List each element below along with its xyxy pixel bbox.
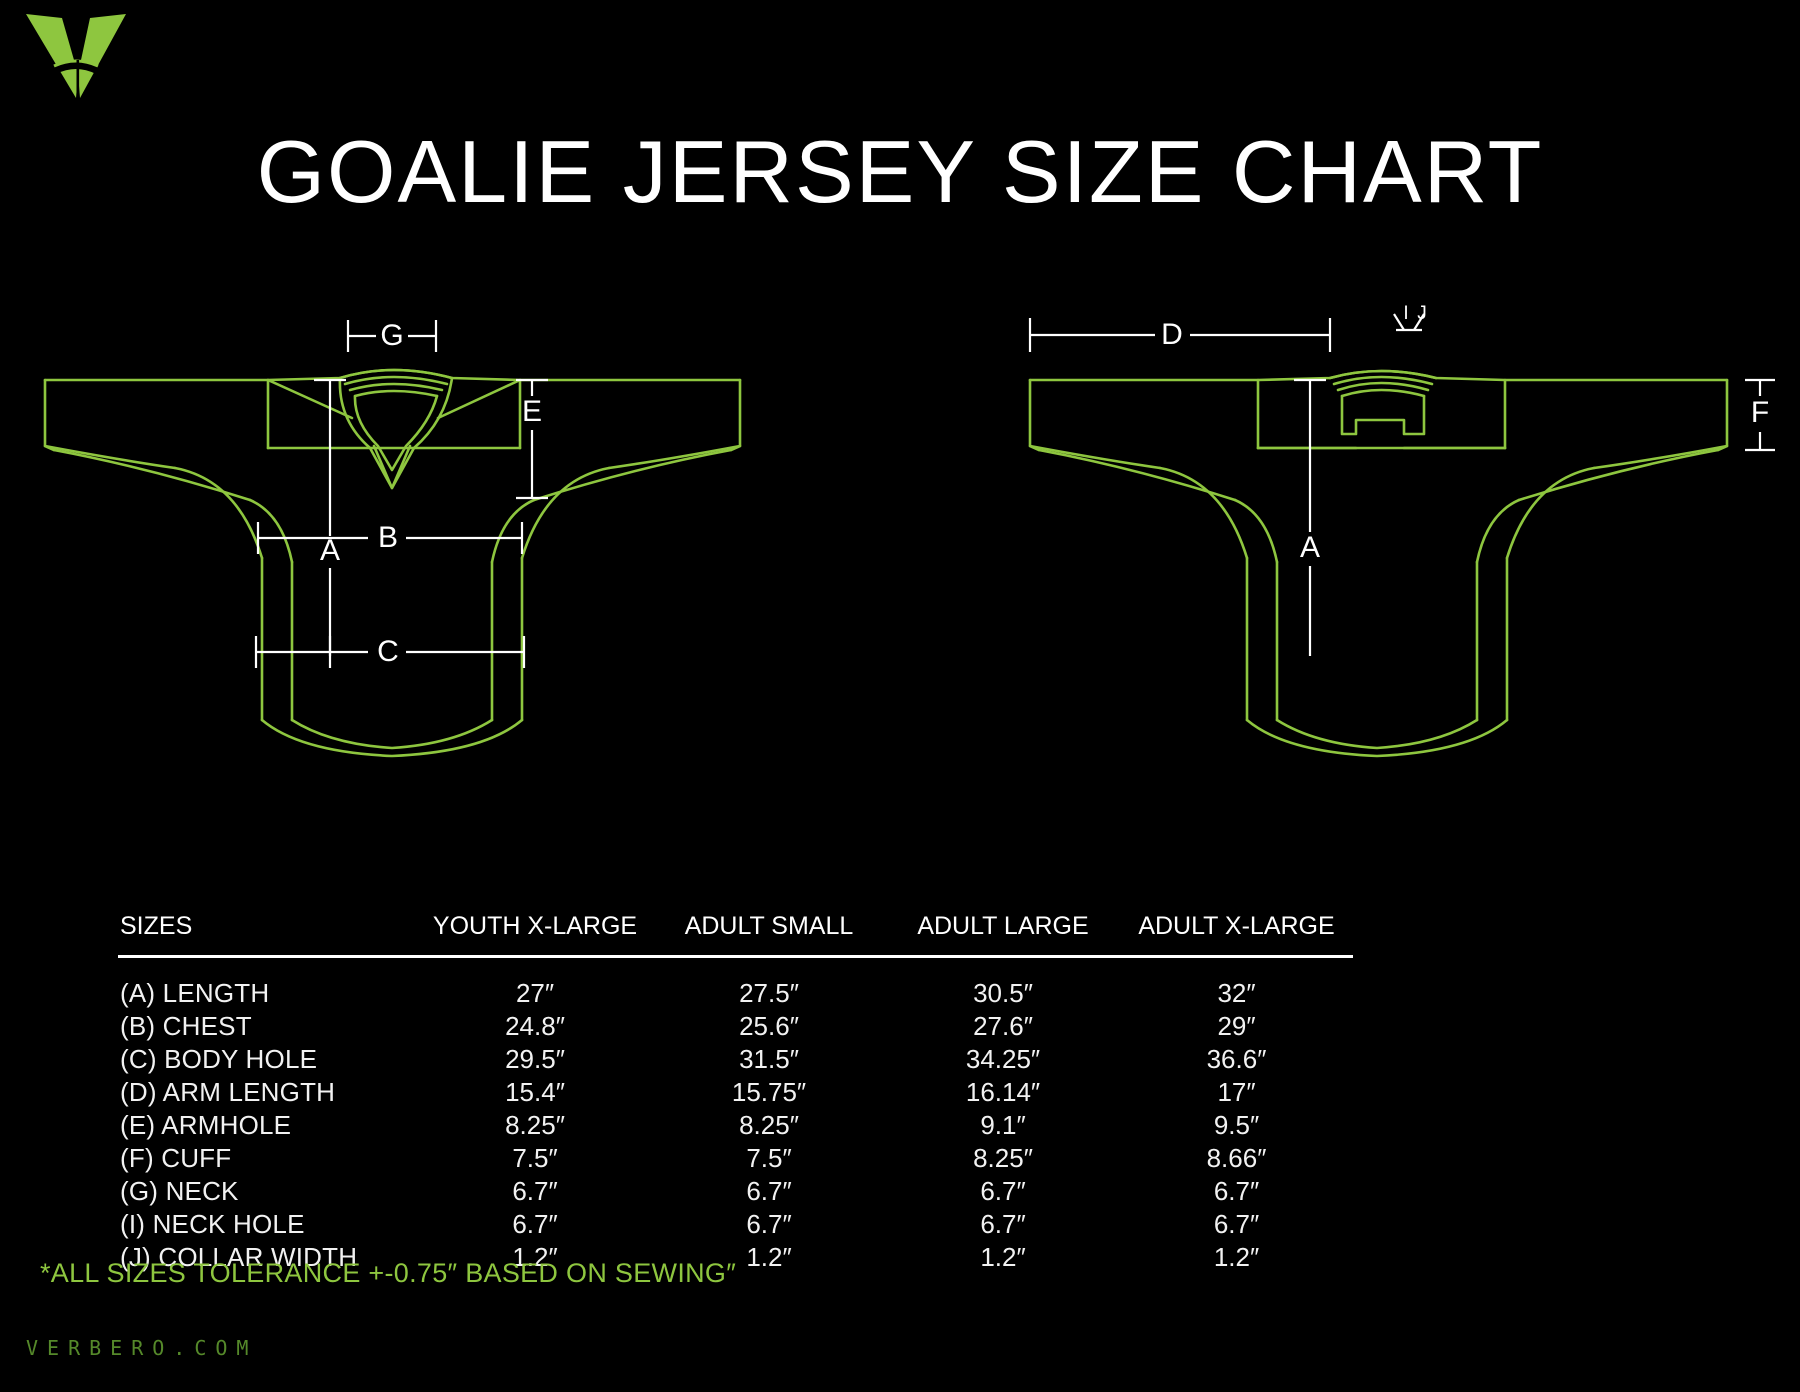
- cell-chest-adult-large: 27.6″: [973, 1011, 1033, 1041]
- cell-cuff-adult-large: 8.25″: [973, 1143, 1033, 1173]
- table-row: (A) LENGTH 27″ 27.5″ 30.5″ 32″: [118, 957, 1353, 1011]
- cell-length-adult-small: 27.5″: [739, 978, 799, 1008]
- callout-g: G: [380, 319, 403, 352]
- tolerance-footnote: *ALL SIZES TOLERANCE +-0.75″ BASED ON SE…: [40, 1258, 737, 1288]
- cell-length-adult-large: 30.5″: [973, 978, 1033, 1008]
- jersey-diagrams: G A B C E D A F I J: [0, 300, 1800, 760]
- callout-c: C: [377, 635, 399, 668]
- cell-neck-youth-x-large: 6.7″: [512, 1176, 558, 1206]
- cell-body-hole-youth-x-large: 29.5″: [505, 1044, 565, 1074]
- cell-collar-width-youth-x-large: 1.2″: [512, 1242, 558, 1272]
- table-header-row: SIZES YOUTH X-LARGE ADULT SMALL ADULT LA…: [118, 912, 1353, 957]
- size-table-body: (A) LENGTH 27″ 27.5″ 30.5″ 32″ (B) CHEST…: [118, 957, 1353, 1275]
- footer-brand-text: VERBERO.COM: [26, 1336, 258, 1360]
- cell-armhole-adult-small: 8.25″: [739, 1110, 799, 1140]
- back-jersey-outline: [1028, 369, 1729, 758]
- size-table: SIZES YOUTH X-LARGE ADULT SMALL ADULT LA…: [118, 912, 1353, 1274]
- row-label-neck: (G) NECK: [120, 1176, 239, 1206]
- callout-a-front: A: [320, 534, 340, 567]
- cell-chest-adult-x-large: 29″: [1217, 1011, 1256, 1041]
- cell-collar-width-adult-x-large: 1.2″: [1213, 1242, 1260, 1272]
- back-dimension-lines: [1028, 313, 1775, 656]
- cell-armhole-adult-x-large: 9.5″: [1213, 1110, 1260, 1140]
- callout-b: B: [378, 521, 398, 554]
- cell-body-hole-adult-large: 34.25″: [965, 1044, 1041, 1074]
- cell-neck-hole-youth-x-large: 6.7″: [512, 1209, 558, 1239]
- callout-d: D: [1161, 318, 1183, 351]
- table-row: (B) CHEST 24.8″ 25.6″ 27.6″ 29″: [118, 1010, 1353, 1043]
- callout-j: J: [1417, 303, 1427, 324]
- table-row: (G) NECK 6.7″ 6.7″ 6.7″ 6.7″: [118, 1175, 1353, 1208]
- cell-neck-hole-adult-large: 6.7″: [980, 1209, 1026, 1239]
- cell-chest-youth-x-large: 24.8″: [505, 1011, 565, 1041]
- front-dimension-lines: [254, 320, 548, 668]
- cell-arm-length-adult-large: 16.14″: [965, 1077, 1041, 1107]
- cell-neck-hole-adult-x-large: 6.7″: [1213, 1209, 1260, 1239]
- cell-body-hole-adult-x-large: 36.6″: [1206, 1044, 1267, 1074]
- cell-arm-length-adult-small: 15.75″: [731, 1077, 807, 1107]
- row-label-arm-length: (D) ARM LENGTH: [120, 1077, 336, 1107]
- row-label-collar-width: (J) COLLAR WIDTH: [120, 1242, 358, 1272]
- cell-neck-adult-x-large: 6.7″: [1213, 1176, 1260, 1206]
- cell-cuff-youth-x-large: 7.5″: [512, 1143, 558, 1173]
- cell-cuff-adult-x-large: 8.66″: [1206, 1143, 1267, 1173]
- front-jersey-outline: [43, 368, 742, 758]
- cell-arm-length-youth-x-large: 15.4″: [505, 1077, 565, 1107]
- row-label-body-hole: (C) BODY HOLE: [120, 1044, 318, 1074]
- cell-body-hole-adult-small: 31.5″: [739, 1044, 799, 1074]
- cell-neck-hole-adult-small: 6.7″: [746, 1209, 792, 1239]
- callout-e: E: [522, 395, 542, 428]
- cell-neck-adult-large: 6.7″: [980, 1176, 1026, 1206]
- callout-f: F: [1751, 396, 1769, 429]
- cell-chest-adult-small: 25.6″: [739, 1011, 799, 1041]
- column-header-adult-small: ADULT SMALL: [684, 912, 854, 940]
- callout-a-back: A: [1300, 531, 1320, 564]
- table-row: (E) ARMHOLE 8.25″ 8.25″ 9.1″ 9.5″: [118, 1109, 1353, 1142]
- cell-armhole-youth-x-large: 8.25″: [505, 1110, 565, 1140]
- page-title: GOALIE JERSEY SIZE CHART: [256, 122, 1544, 221]
- diagram-callout-labels: G A B C E D A F I J: [320, 303, 1769, 668]
- table-row: (F) CUFF 7.5″ 7.5″ 8.25″ 8.66″: [118, 1142, 1353, 1175]
- cell-collar-width-adult-large: 1.2″: [980, 1242, 1026, 1272]
- cell-collar-width-adult-small: 1.2″: [746, 1242, 792, 1272]
- callout-i: I: [1403, 303, 1408, 324]
- cell-arm-length-adult-x-large: 17″: [1217, 1077, 1256, 1107]
- column-header-adult-large: ADULT LARGE: [917, 912, 1089, 940]
- table-row: (J) COLLAR WIDTH 1.2″ 1.2″ 1.2″ 1.2″: [118, 1241, 1353, 1274]
- column-header-adult-x-large: ADULT X-LARGE: [1138, 912, 1335, 940]
- cell-armhole-adult-large: 9.1″: [980, 1110, 1026, 1140]
- cell-neck-adult-small: 6.7″: [746, 1176, 792, 1206]
- column-header-sizes: SIZES: [120, 912, 193, 940]
- row-label-length: (A) LENGTH: [120, 978, 270, 1008]
- table-row: (C) BODY HOLE 29.5″ 31.5″ 34.25″ 36.6″: [118, 1043, 1353, 1076]
- table-row: (D) ARM LENGTH 15.4″ 15.75″ 16.14″ 17″: [118, 1076, 1353, 1109]
- row-label-chest: (B) CHEST: [120, 1011, 252, 1041]
- row-label-neck-hole: (I) NECK HOLE: [120, 1209, 305, 1239]
- cell-cuff-adult-small: 7.5″: [746, 1143, 792, 1173]
- row-label-armhole: (E) ARMHOLE: [120, 1110, 292, 1140]
- size-table-container: SIZES YOUTH X-LARGE ADULT SMALL ADULT LA…: [118, 912, 1678, 1274]
- cell-length-youth-x-large: 27″: [515, 978, 555, 1008]
- table-row: (I) NECK HOLE 6.7″ 6.7″ 6.7″ 6.7″: [118, 1208, 1353, 1241]
- row-label-cuff: (F) CUFF: [120, 1143, 232, 1173]
- verbero-v-logo-icon: [22, 8, 130, 100]
- column-header-youth-x-large: YOUTH X-LARGE: [432, 912, 638, 940]
- cell-length-adult-x-large: 32″: [1217, 978, 1256, 1008]
